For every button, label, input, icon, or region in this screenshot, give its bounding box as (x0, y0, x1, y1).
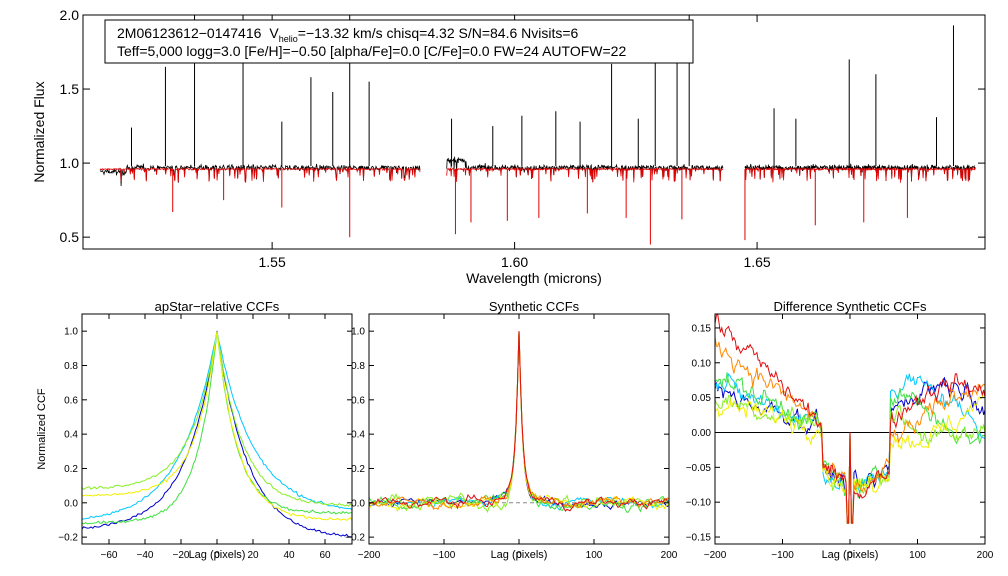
difference-ccf-ytick-label: −0.05 (686, 463, 712, 474)
vhelio-subscript: helio (279, 34, 298, 44)
synthetic-ccf-series (368, 331, 670, 514)
info-line-1-values: =−13.32 km/s chisq=4.32 S/N=84.6 Nvisits… (298, 25, 579, 41)
synthetic-ccf-series (368, 331, 670, 511)
synthetic-ccf-series (368, 331, 670, 512)
vhelio-label: V (269, 25, 279, 41)
synthetic-ccf-ytick-label: 0.6 (351, 395, 365, 406)
spectrum-ytick-label: 1.5 (60, 81, 80, 97)
apstar-ccf-title: apStar−relative CCFs (155, 299, 280, 314)
synthetic-ccf-series (368, 331, 670, 513)
difference-ccf-xtick-label: 0 (847, 550, 853, 561)
difference-ccf-xtick-label: −100 (771, 550, 794, 561)
synthetic-ccf-series (368, 331, 670, 512)
spectrum-xtick-label: 1.60 (501, 254, 528, 270)
difference-ccf-xtick-label: 100 (909, 550, 926, 561)
apstar-ccf-lines (81, 330, 353, 538)
apstar-ccf-xtick-label: −20 (173, 550, 190, 561)
difference-ccf-ytick-label: −0.15 (686, 533, 712, 544)
spectrum-axes-frame (82, 14, 986, 250)
apstar-ccf-xtick-label: 60 (319, 550, 331, 561)
difference-ccf-ytick-label: 0.05 (692, 393, 712, 404)
apstar-ccf-ytick-label: 0.0 (64, 498, 78, 509)
difference-ccf-xlabel: Lag (pixels) (822, 549, 879, 561)
difference-ccf-title: Difference Synthetic CCFs (774, 299, 927, 314)
synthetic-ccf-ytick-label: 0.2 (351, 464, 365, 475)
apstar-ccf-xtick-label: −40 (137, 550, 154, 561)
difference-ccf-ytick-label: −0.10 (686, 498, 712, 509)
synthetic-ccf-ticks: −200 −100 0 100 200 −0.2 0.0 0.2 0.4 0.6 0.8 1.0 (345, 314, 678, 561)
apstar-ccf-series (81, 331, 352, 525)
apstar-ccf-ytick-label: 0.8 (64, 361, 78, 372)
difference-ccf-ytick-label: 0.00 (692, 428, 712, 439)
difference-ccf-xtick-label: 200 (977, 550, 994, 561)
spectrum-ytick-label: 0.5 (60, 229, 80, 245)
synthetic-ccf-series (368, 331, 670, 511)
apstar-ccf-xtick-label: 20 (247, 550, 259, 561)
info-line-1: 2M06123612−0147416 Vhelio=−13.32 km/s chi… (117, 25, 579, 44)
spectrum-ylabel: Normalized Flux (31, 81, 47, 182)
apstar-ccf-ylabel: Normalized CCF (36, 388, 48, 470)
spectrum-xtick-label: 1.55 (259, 254, 286, 270)
model-spectrum-line (446, 166, 724, 183)
difference-ccf-ytick-label: 0.10 (692, 358, 712, 369)
spectrum-ytick-label: 2.0 (60, 7, 80, 23)
apstar-ccf-panel: apStar−relative CCFs −60 −40 −20 0 20 40 60 −0.… (36, 299, 353, 561)
observed-spectrum-line (99, 163, 421, 187)
spectrum-ticks: 1.55 1.60 1.65 0.5 1.0 1.5 2.0 (60, 7, 985, 270)
synthetic-ccf-ytick-label: 0.8 (351, 361, 365, 372)
spectrum-panel: 1.55 1.60 1.65 0.5 1.0 1.5 2.0 2M06123612−0147… (31, 7, 986, 286)
apstar-ccf-series (81, 331, 353, 507)
difference-ccf-panel: Difference Synthetic CCFs −200 −100 0 100 20… (686, 299, 994, 561)
synthetic-ccf-xtick-label: 200 (661, 550, 678, 561)
info-line-2: Teff=5,000 logg=3.0 [Fe/H]=−0.50 [alpha/… (117, 43, 626, 59)
apstar-ccf-series (81, 330, 353, 538)
apstar-ccf-ytick-label: 0.6 (64, 395, 78, 406)
model-spectrum-line (99, 166, 421, 184)
synthetic-ccf-lines (368, 331, 670, 514)
model-spectrum-line (744, 166, 976, 183)
spectrum-xtick-label: 1.65 (743, 254, 770, 270)
synthetic-ccf-xlabel: Lag (pixels) (491, 549, 548, 561)
spectrum-ytick-label: 1.0 (60, 155, 80, 171)
apstar-ccf-xtick-label: 0 (214, 550, 220, 561)
apstar-ccf-ytick-label: −0.2 (58, 533, 78, 544)
synthetic-ccf-ytick-label: −0.2 (345, 533, 365, 544)
synthetic-ccf-ytick-label: 1.0 (351, 327, 365, 338)
apstar-ccf-xlabel: Lag (pixels) (189, 549, 246, 561)
synthetic-ccf-title: Synthetic CCFs (489, 299, 580, 314)
apstar-ccf-xtick-label: −60 (101, 550, 118, 561)
apstar-ccf-ticks: −60 −40 −20 0 20 40 60 −0.2 0.0 0.2 0.4 0.6 0.8 1.0 (58, 314, 352, 561)
synthetic-ccf-xtick-label: 100 (586, 550, 603, 561)
synthetic-ccf-panel: Synthetic CCFs −200 −100 0 100 200 −0.2 0.0 0.2… (345, 299, 678, 561)
difference-ccf-ticks: −200 −100 0 100 200 −0.15 −0.10 −0.05 0.00 0.05 0.… (686, 314, 994, 561)
spectrum-xlabel: Wavelength (microns) (466, 270, 602, 286)
synthetic-ccf-ytick-label: 0.0 (351, 498, 365, 509)
synthetic-ccf-xtick-label: 0 (516, 550, 522, 561)
apstar-ccf-xtick-label: 40 (283, 550, 295, 561)
difference-ccf-series (714, 336, 986, 524)
synthetic-ccf-series (368, 331, 670, 511)
synthetic-ccf-xtick-label: −100 (433, 550, 456, 561)
apstar-ccf-series (81, 331, 353, 521)
apstar-ccf-ytick-label: 0.4 (64, 430, 78, 441)
star-id: 2M06123612−0147416 (117, 25, 262, 41)
synthetic-ccf-xtick-label: −200 (358, 550, 381, 561)
difference-ccf-lines (714, 313, 986, 524)
difference-ccf-series (714, 313, 986, 524)
difference-ccf-ytick-label: 0.15 (692, 323, 712, 334)
apstar-ccf-ytick-label: 0.2 (64, 464, 78, 475)
apstar-ccf-ytick-label: 1.0 (64, 327, 78, 338)
info-box (104, 19, 694, 64)
difference-ccf-xtick-label: −200 (704, 550, 727, 561)
apstar-ccf-series (81, 331, 353, 520)
synthetic-ccf-ytick-label: 0.4 (351, 430, 365, 441)
